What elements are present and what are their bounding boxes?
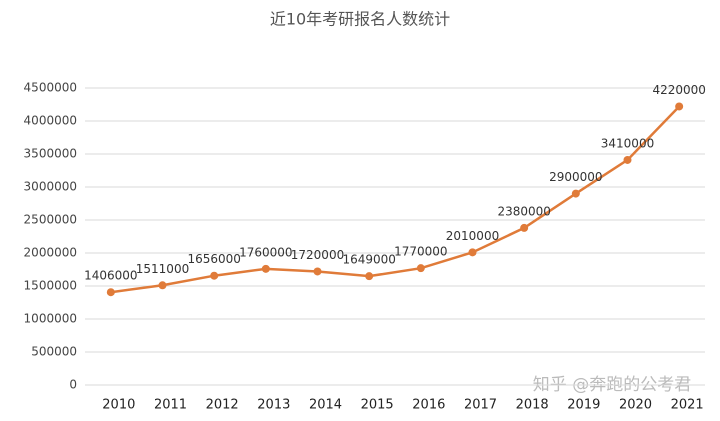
- x-tick-label: 2013: [257, 398, 290, 413]
- x-tick-label: 2021: [671, 398, 704, 413]
- point: [571, 189, 580, 198]
- x-tick-label: 2014: [309, 398, 342, 413]
- x-tick-label: 2012: [206, 398, 239, 413]
- point: [158, 281, 167, 290]
- data-label: 4220000: [652, 83, 705, 97]
- y-tick-label: 1500000: [24, 279, 77, 293]
- point: [365, 272, 374, 281]
- x-tick-label: 2015: [361, 398, 394, 413]
- data-label: 1720000: [291, 248, 344, 262]
- y-tick-label: 2500000: [24, 213, 77, 227]
- data-label: 1511000: [136, 262, 189, 276]
- y-tick-label: 0: [69, 378, 77, 392]
- y-tick-label: 3500000: [24, 147, 77, 161]
- y-tick-label: 4000000: [24, 114, 77, 128]
- line: [110, 105, 681, 294]
- y-tick-label: 1000000: [24, 312, 77, 326]
- x-tick-label: 2016: [412, 398, 445, 413]
- y-tick-label: 500000: [31, 345, 77, 359]
- point: [623, 155, 632, 164]
- point: [468, 248, 477, 257]
- y-tick-label: 3000000: [24, 180, 77, 194]
- y-tick-label: 2000000: [24, 246, 77, 260]
- point: [416, 264, 425, 273]
- point: [520, 223, 529, 232]
- chart-title: 近10年考研报名人数统计: [270, 10, 450, 29]
- data-label: 1649000: [342, 253, 395, 267]
- data-label: 1656000: [187, 252, 240, 266]
- point: [210, 271, 219, 280]
- data-label: 1760000: [239, 245, 292, 259]
- x-tick-label: 2010: [102, 398, 135, 413]
- point: [313, 267, 322, 276]
- x-tick-label: 2020: [619, 398, 652, 413]
- x-tick-label: 2017: [464, 398, 497, 413]
- data-label: 1406000: [84, 269, 137, 283]
- data-label: 1770000: [394, 245, 447, 259]
- x-tick-label: 2011: [154, 398, 187, 413]
- point: [106, 288, 115, 297]
- y-tick-label: 4500000: [24, 81, 77, 95]
- data-label: 3410000: [601, 136, 654, 150]
- x-tick-label: 2018: [516, 398, 549, 413]
- x-tick-label: 2019: [567, 398, 600, 413]
- point: [675, 102, 684, 111]
- data-label: 2010000: [446, 229, 499, 243]
- data-label: 2380000: [497, 204, 550, 218]
- data-label: 2900000: [549, 170, 602, 184]
- point: [261, 264, 270, 273]
